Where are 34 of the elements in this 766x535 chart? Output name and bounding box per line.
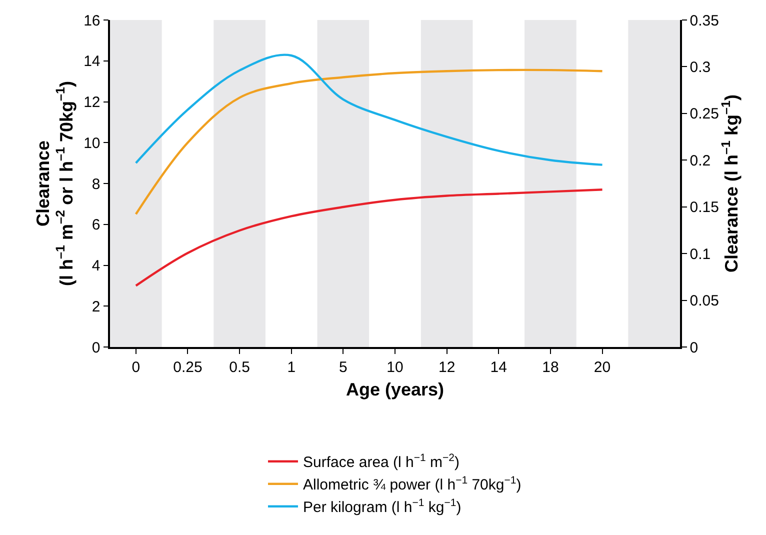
x-tick-label: 0 [132,358,140,376]
x-tick-label: 18 [542,358,559,376]
y-tick-label: 14 [84,53,100,70]
y-tick-label: 16 [84,12,100,30]
x-tick-label: 0.5 [229,358,250,376]
line-series [134,68,604,216]
y2-tick-label: 0.15 [690,199,719,216]
y-tick-label: 8 [92,176,100,193]
y-tick-label: 6 [92,216,100,234]
x-tick-label: 1 [287,358,296,376]
x-tick-label: 10 [386,358,404,376]
y-tick-label: 10 [84,134,100,152]
y2-tick-label: 0.25 [690,106,719,123]
legend-label: Per kilogram (l h$^{−1}$ kg$^{−1}$) [303,496,462,516]
y2-tick-label: 0.05 [690,292,719,310]
legend-label: Allometric ¾ power (l h$^{−1}$ 70kg$^{−1}$) [303,474,522,494]
x-tick-label: 20 [594,358,611,376]
x-tick-label: 14 [490,358,507,376]
y-tick-label: 2 [92,298,100,316]
y-tick-label: 4 [92,258,100,274]
y-tick-label: 0 [92,339,100,356]
y2-tick-label: 0.1 [690,246,711,263]
x-tick-label: 5 [339,358,348,376]
x-axis-title: Age (years) [346,379,444,400]
legend-label: Surface area (l h$^{−1}$ m$^{−2}$) [303,452,460,472]
x-tick-label: 12 [438,358,456,376]
y2-tick-label: 0.3 [690,58,711,76]
y-tick-label: 12 [84,94,100,111]
y2-tick-label: 0 [690,339,698,356]
line-series [134,188,604,287]
line-series [134,54,604,166]
y2-tick-label: 0.2 [690,152,711,170]
x-tick-label: 0.25 [173,358,202,376]
y2-tick-label: 0.35 [690,12,719,30]
